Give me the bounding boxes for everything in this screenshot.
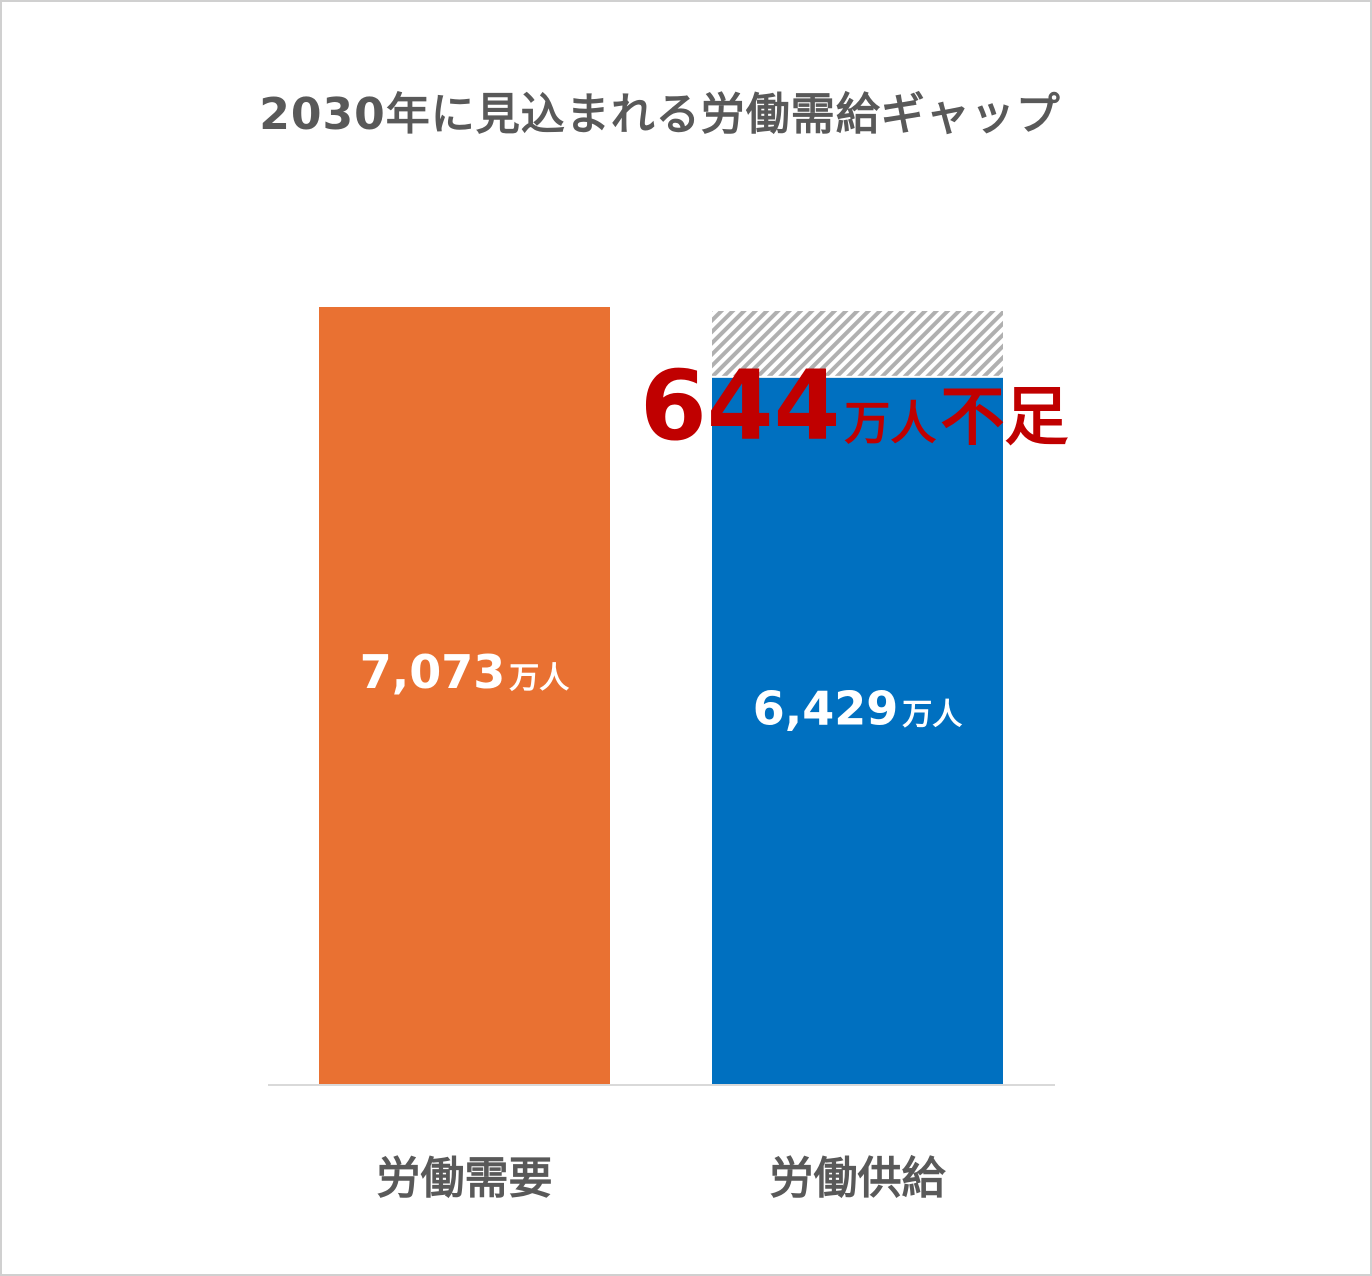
category-label: 労働供給 [770,1153,947,1204]
gap-unit: 万人 [844,396,936,450]
gap-hatch-area [712,311,1003,376]
bar-value-number: 6,429 [753,681,899,735]
chart-title: 2030年に見込まれる労働需給ギャップ [259,89,1061,140]
bar-labor-demand [319,307,610,1085]
bar-value-label: 7,073 万人 [360,645,570,699]
bar-value-unit: 万人 [902,697,962,732]
gap-word: 不足 [940,381,1068,455]
bar-value-number: 7,073 [360,645,506,699]
category-label: 労働需要 [377,1153,553,1204]
gap-number: 644 [640,350,840,462]
gap-annotation: 644万人不足 [640,350,1068,462]
bar-labor-supply [712,377,1003,1085]
bar-value-unit: 万人 [509,661,569,696]
bar-value-label: 6,429 万人 [753,681,963,735]
